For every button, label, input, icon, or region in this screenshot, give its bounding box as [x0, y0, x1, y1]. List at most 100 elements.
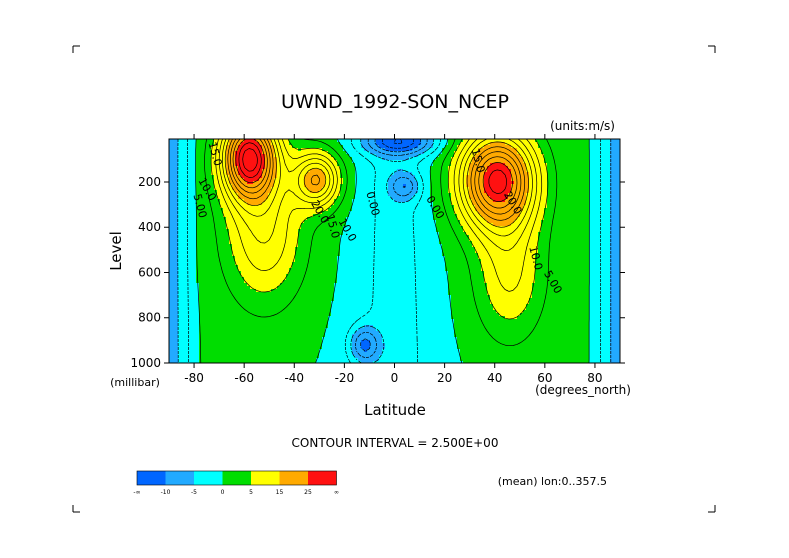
field-cell	[244, 169, 248, 173]
field-cell	[331, 235, 335, 239]
field-cell	[301, 271, 305, 275]
field-cell	[259, 343, 263, 347]
field-cell	[340, 292, 344, 296]
field-cell	[355, 220, 359, 224]
field-cell	[310, 202, 314, 206]
field-cell	[310, 349, 314, 353]
field-cell	[184, 235, 188, 239]
field-cell	[334, 181, 338, 185]
field-cell	[337, 295, 341, 299]
field-cell	[334, 205, 338, 209]
field-cell	[274, 211, 278, 215]
field-cell	[229, 253, 233, 257]
field-cell	[346, 253, 350, 257]
field-cell	[343, 166, 347, 170]
field-cell	[337, 142, 341, 146]
field-cell	[319, 301, 323, 305]
field-cell	[289, 337, 293, 341]
field-cell	[238, 157, 242, 161]
field-cell	[217, 220, 221, 224]
field-cell	[367, 238, 371, 242]
field-cell	[295, 154, 299, 158]
field-cell	[235, 190, 239, 194]
field-cell	[202, 286, 206, 290]
field-cell	[283, 295, 287, 299]
field-cell	[244, 250, 248, 254]
field-cell	[322, 211, 326, 215]
field-cell	[367, 229, 371, 233]
field-cell	[253, 205, 257, 209]
field-cell	[253, 277, 257, 281]
field-cell	[268, 316, 272, 320]
field-cell	[334, 298, 338, 302]
field-cell	[280, 295, 284, 299]
field-cell	[310, 217, 314, 221]
field-cell	[238, 211, 242, 215]
field-cell	[187, 229, 191, 233]
field-cell	[277, 166, 281, 170]
field-cell	[253, 226, 257, 230]
field-cell	[253, 160, 257, 164]
field-cell	[283, 157, 287, 161]
field-cell	[298, 346, 302, 350]
field-cell	[292, 202, 296, 206]
field-cell	[310, 277, 314, 281]
field-cell	[208, 208, 212, 212]
field-cell	[343, 310, 347, 314]
field-cell	[193, 304, 197, 308]
field-cell	[349, 280, 353, 284]
field-cell	[247, 358, 251, 362]
field-cell	[361, 244, 365, 248]
field-cell	[175, 214, 179, 218]
field-cell	[277, 214, 281, 218]
field-cell	[319, 289, 323, 293]
field-cell	[223, 250, 227, 254]
field-cell	[259, 328, 263, 332]
field-cell	[310, 325, 314, 329]
field-cell	[316, 295, 320, 299]
field-cell	[322, 325, 326, 329]
field-cell	[364, 283, 368, 287]
field-cell	[268, 247, 272, 251]
field-cell	[334, 148, 338, 152]
field-cell	[301, 325, 305, 329]
field-cell	[361, 259, 365, 263]
field-cell	[211, 268, 215, 272]
field-cell	[190, 256, 194, 260]
field-cell	[235, 241, 239, 245]
field-cell	[301, 232, 305, 236]
field-cell	[301, 295, 305, 299]
field-cell	[250, 259, 254, 263]
field-cell	[244, 319, 248, 323]
field-cell	[265, 172, 269, 176]
field-cell	[343, 175, 347, 179]
field-cell	[265, 358, 269, 362]
field-cell	[238, 355, 242, 359]
field-cell	[277, 289, 281, 293]
field-cell	[313, 169, 317, 173]
field-cell	[262, 259, 266, 263]
field-cell	[316, 343, 320, 347]
field-cell	[259, 244, 263, 248]
field-cell	[238, 208, 242, 212]
field-cell	[298, 352, 302, 356]
field-cell	[208, 184, 212, 188]
field-cell	[349, 319, 353, 323]
field-cell	[256, 208, 260, 212]
field-cell	[214, 181, 218, 185]
field-cell	[247, 352, 251, 356]
field-cell	[295, 229, 299, 233]
field-cell	[346, 316, 350, 320]
field-cell	[307, 205, 311, 209]
field-cell	[256, 292, 260, 296]
field-cell	[235, 349, 239, 353]
field-cell	[325, 187, 329, 191]
field-cell	[247, 229, 251, 233]
field-cell	[355, 217, 359, 221]
field-cell	[223, 355, 227, 359]
field-cell	[199, 205, 203, 209]
field-cell	[196, 247, 200, 251]
field-cell	[202, 271, 206, 275]
field-cell	[172, 334, 176, 338]
field-cell	[241, 202, 245, 206]
